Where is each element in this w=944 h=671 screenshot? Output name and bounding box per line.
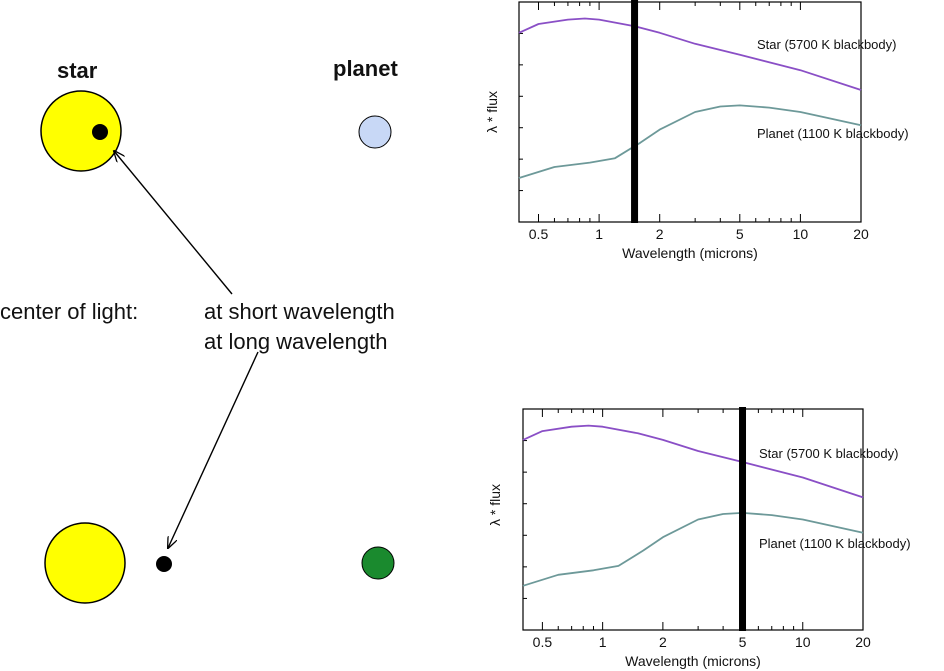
star-series-label: Star (5700 K blackbody) — [757, 37, 896, 52]
x-tick-label: 1 — [599, 634, 607, 650]
star-series-label: Star (5700 K blackbody) — [759, 446, 898, 461]
x-tick-label: 20 — [855, 634, 871, 650]
spectrum-chart-2: 0.5 1 2 5 10 20 Wavelength (microns) λ * flux St… — [487, 407, 911, 669]
centroid-long-dot — [156, 556, 172, 572]
y-axis-title: λ * flux — [484, 91, 500, 133]
x-tick-label: 10 — [795, 634, 811, 650]
x-axis-title: Wavelength (microns) — [625, 653, 761, 669]
plot-frame — [522, 408, 864, 631]
planet-disk-long — [361, 546, 395, 580]
centroid-short-dot — [92, 124, 108, 140]
planet-spectrum-line — [522, 512, 864, 587]
arrow-to-long-centroid — [168, 351, 259, 548]
planet-label: planet — [333, 56, 398, 81]
star-spectrum-line — [522, 424, 864, 499]
long-wavelength-label: at long wavelength — [204, 329, 388, 354]
y-axis-title: λ * flux — [487, 484, 503, 526]
short-wavelength-label: at short wavelength — [204, 299, 395, 324]
planet-disk-short — [358, 115, 392, 149]
x-tick-label: 5 — [739, 634, 747, 650]
x-tick-label: 5 — [736, 226, 744, 242]
center-of-light-label: center of light: — [0, 299, 139, 324]
x-tick-label: 20 — [853, 226, 869, 242]
plot-frame — [518, 1, 862, 223]
star-label: star — [57, 58, 98, 83]
x-tick-label: 10 — [793, 226, 809, 242]
arrow-to-short-centroid — [114, 151, 233, 295]
spectrum-chart-1: 0.5 1 2 5 10 20 Wavelength (microns) λ * flux St… — [484, 0, 909, 261]
x-tick-label: 2 — [659, 634, 667, 650]
x-tick-label: 1 — [595, 226, 603, 242]
planet-series-label: Planet (1100 K blackbody) — [757, 126, 909, 141]
star-spectrum-line — [518, 17, 862, 91]
planet-spectrum-line — [518, 104, 862, 179]
star-disk-long — [44, 522, 126, 604]
star-disk-short — [40, 90, 122, 172]
x-tick-label: 0.5 — [529, 226, 549, 242]
x-tick-label: 0.5 — [533, 634, 553, 650]
planet-series-label: Planet (1100 K blackbody) — [759, 536, 911, 551]
x-tick-label: 2 — [656, 226, 664, 242]
x-axis-title: Wavelength (microns) — [622, 245, 758, 261]
